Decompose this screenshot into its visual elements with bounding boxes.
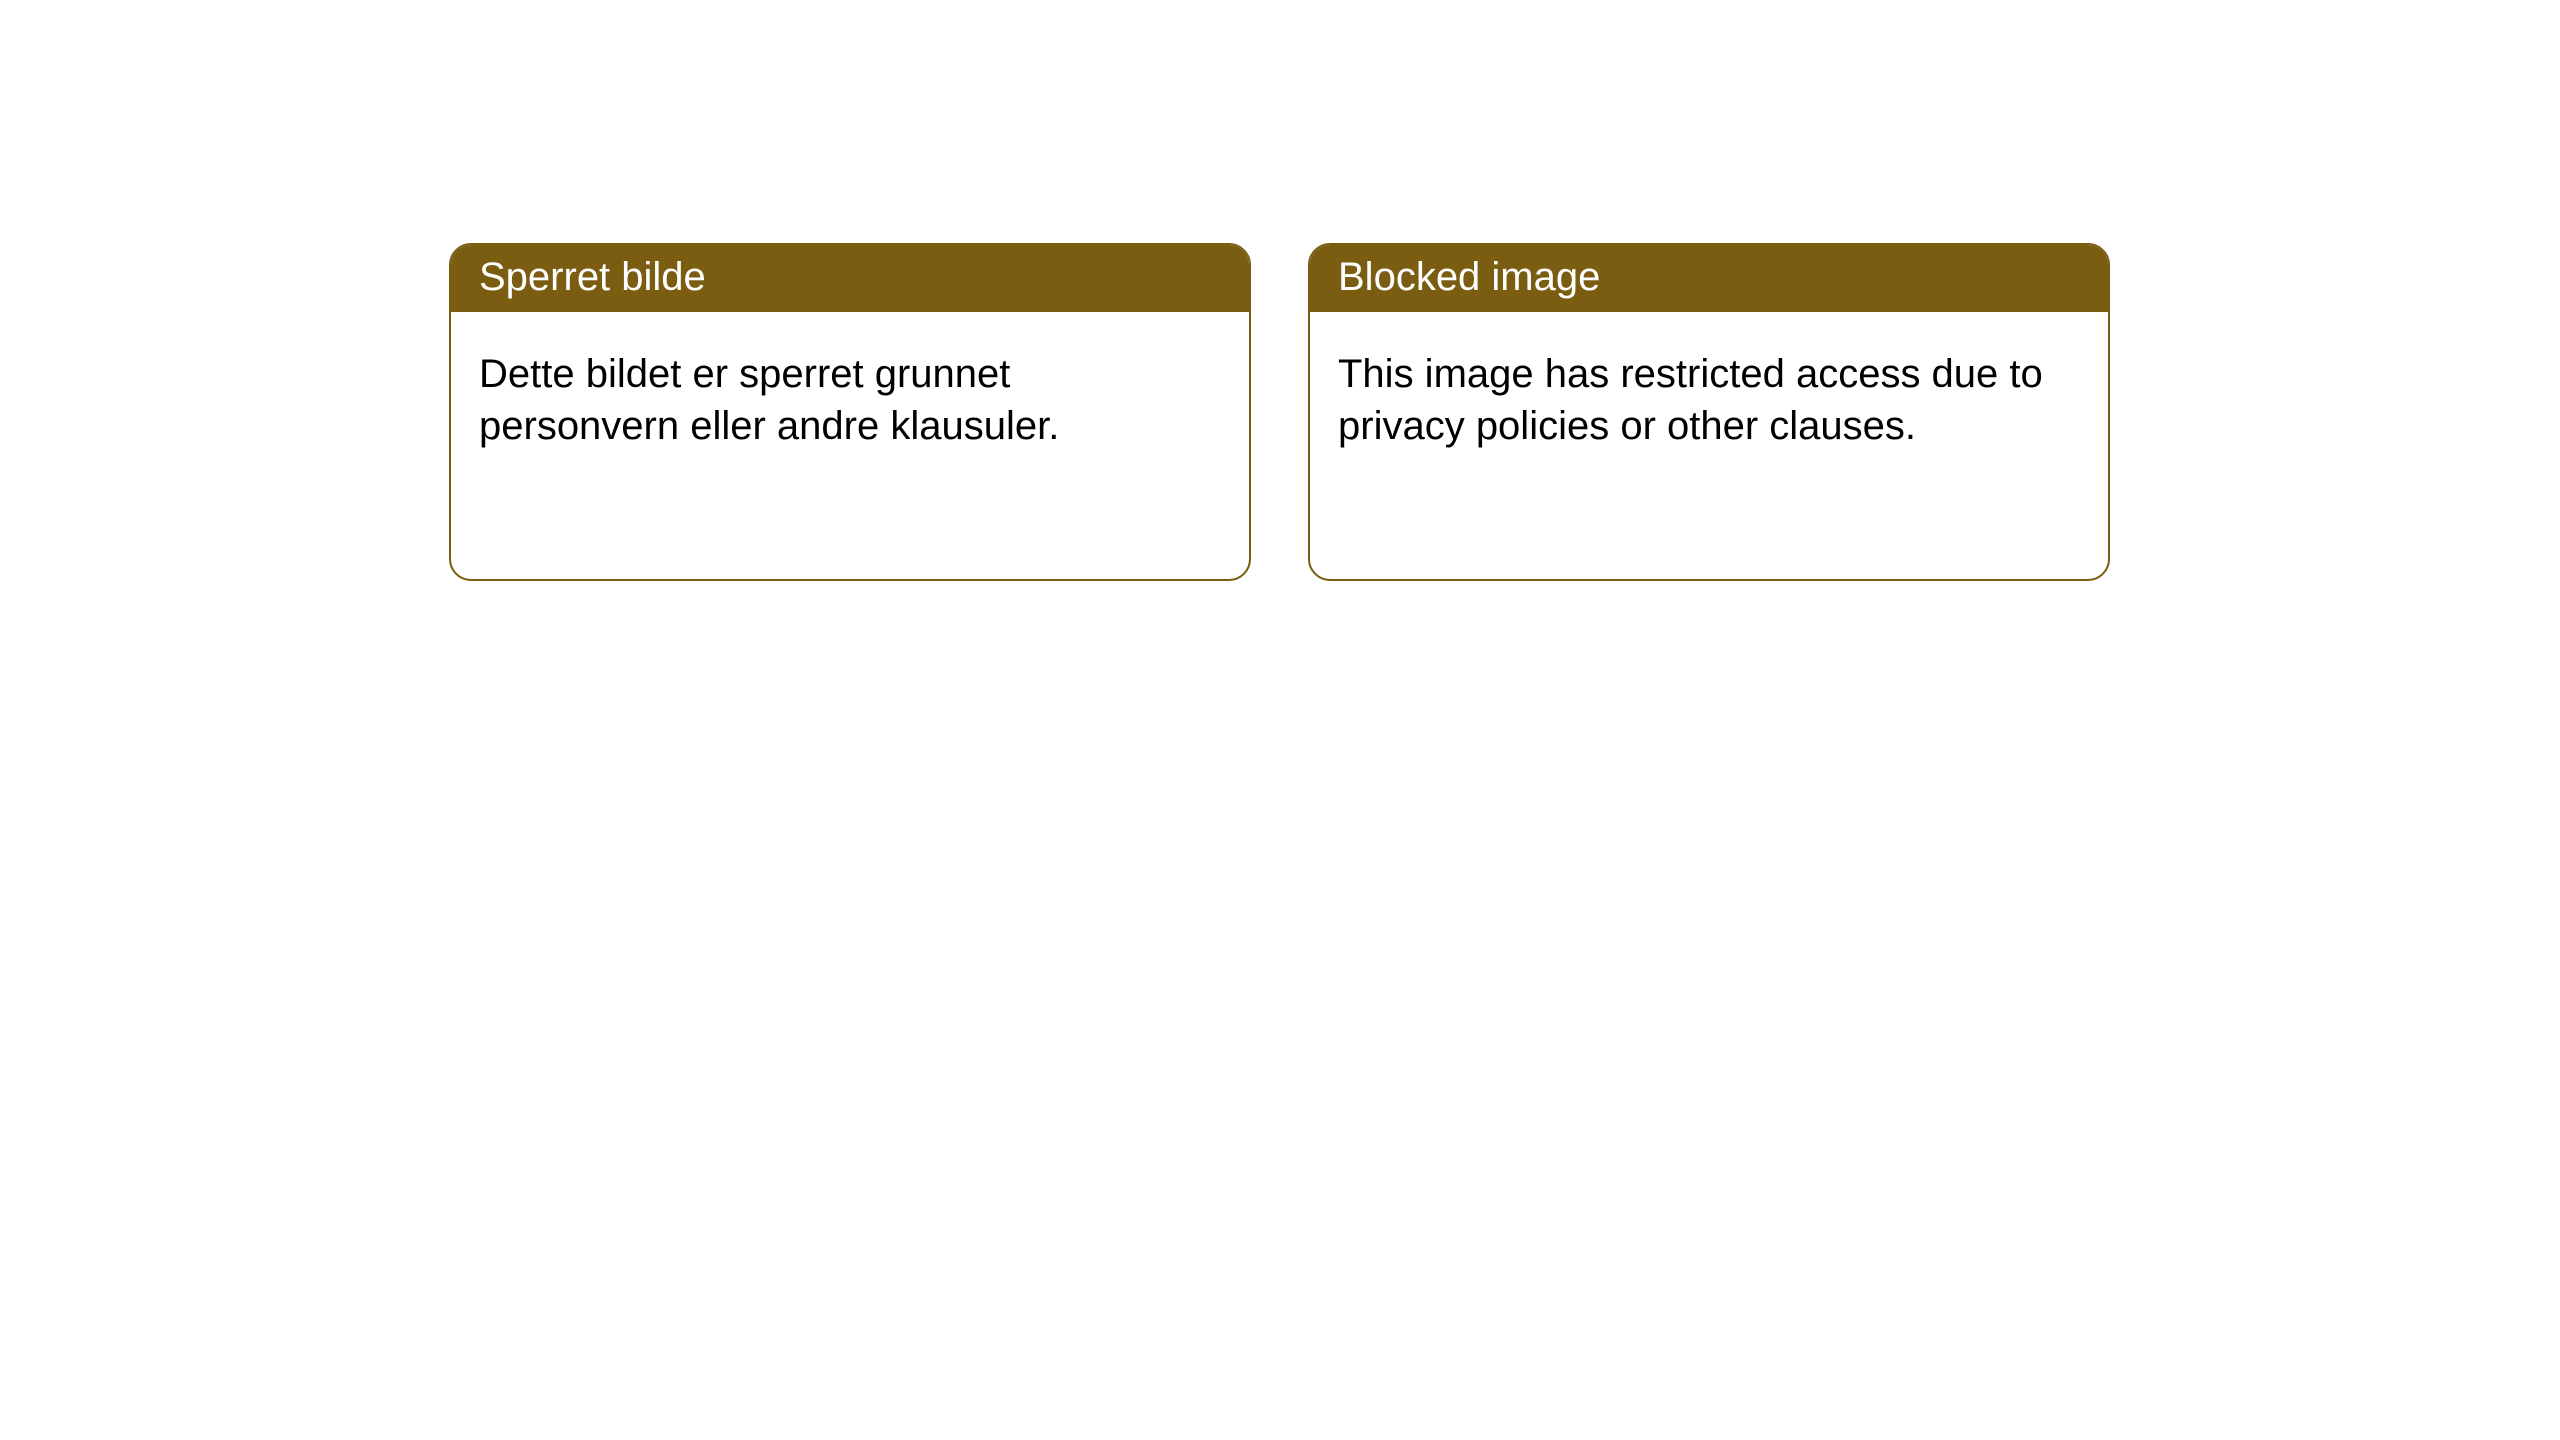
notices-container: Sperret bilde Dette bildet er sperret gr… <box>449 243 2110 581</box>
notice-header-english: Blocked image <box>1310 245 2108 312</box>
notice-card-english: Blocked image This image has restricted … <box>1308 243 2110 581</box>
notice-card-norwegian: Sperret bilde Dette bildet er sperret gr… <box>449 243 1251 581</box>
notice-header-norwegian: Sperret bilde <box>451 245 1249 312</box>
notice-body-norwegian: Dette bildet er sperret grunnet personve… <box>451 312 1249 488</box>
notice-body-english: This image has restricted access due to … <box>1310 312 2108 488</box>
